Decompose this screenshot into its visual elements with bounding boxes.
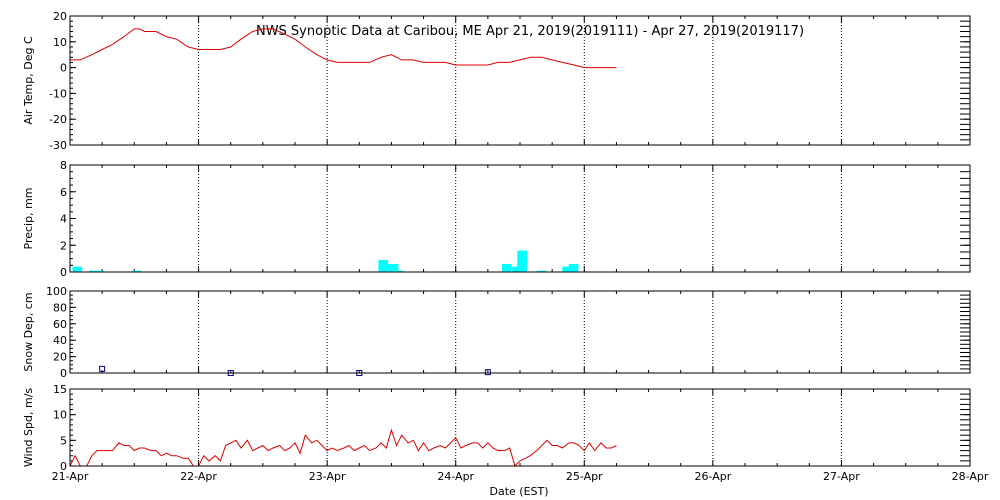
y-tick-label: -10 <box>49 87 67 100</box>
y-tick-label: 20 <box>53 10 67 23</box>
x-tick-label: 27-Apr <box>823 470 860 483</box>
y-tick-label: 5 <box>60 434 67 447</box>
x-tick-label: 22-Apr <box>180 470 217 483</box>
precip-bar <box>562 266 572 272</box>
precip-bar <box>536 270 547 272</box>
precip-bar <box>501 263 512 272</box>
wind-speed-panel: 0 5 10 15 Wind Spd, m/s <box>22 383 971 473</box>
y-axis-label: Wind Spd, m/s <box>22 388 35 468</box>
snow-depth-panel: 0 20 40 60 80 100 Snow Dep, cm <box>22 285 971 380</box>
y-tick-label: 40 <box>53 334 67 347</box>
x-tick-label: 25-Apr <box>566 470 603 483</box>
chart-title: NWS Synoptic Data at Caribou, ME Apr 21,… <box>256 24 804 39</box>
y-tick-label: 80 <box>53 301 67 314</box>
x-tick-label: 28-Apr <box>952 470 989 483</box>
air-temp-series-line <box>70 28 617 69</box>
y-tick-label: 10 <box>53 409 67 422</box>
y-tick-label: 6 <box>60 186 67 199</box>
y-tick-label: 10 <box>53 36 67 49</box>
y-tick-label: -30 <box>49 139 67 152</box>
panel-frame <box>69 290 971 374</box>
x-tick-label: 23-Apr <box>309 470 346 483</box>
precip-bar <box>388 263 399 272</box>
panels: -30 -20 -10 0 10 20 Air Temp, Deg C 0 2 4 6 8 Precip… <box>22 10 971 473</box>
x-tick-labels: 21-Apr 22-Apr 23-Apr 24-Apr 25-Apr 26-Apr 27-A… <box>52 470 989 483</box>
x-axis-label: Date (EST) <box>489 485 548 498</box>
y-tick-label: -20 <box>49 113 67 126</box>
precip-bar <box>72 266 83 272</box>
y-tick-label: 0 <box>60 266 67 279</box>
x-tick-label: 21-Apr <box>52 470 89 483</box>
snow-depth-point <box>484 369 491 376</box>
panel-frame <box>69 164 971 273</box>
x-tick-label: 26-Apr <box>694 470 731 483</box>
precip-bar <box>568 263 579 272</box>
y-axis-label: Air Temp, Deg C <box>22 36 35 125</box>
y-tick-label: 20 <box>53 351 67 364</box>
y-tick-label: 15 <box>53 383 67 396</box>
precip-panel: 0 2 4 6 8 Precip, mm <box>22 159 971 279</box>
y-tick-label: 100 <box>46 285 67 298</box>
y-axis-label: Precip, mm <box>22 188 35 250</box>
panel-frame <box>69 388 971 467</box>
y-tick-label: 0 <box>60 62 67 75</box>
y-axis-label: Snow Dep, cm <box>22 292 35 371</box>
y-tick-label: 8 <box>60 159 67 172</box>
precip-bar <box>131 270 142 272</box>
precip-bar <box>383 263 394 272</box>
wind-speed-series-line <box>69 428 617 467</box>
snow-depth-point <box>99 365 106 372</box>
y-tick-label: 60 <box>53 318 67 331</box>
precip-bar <box>393 270 404 272</box>
y-tick-label: 0 <box>60 460 67 473</box>
precip-bar <box>512 266 522 272</box>
precip-bar <box>94 270 104 272</box>
air-temp-panel: -30 -20 -10 0 10 20 Air Temp, Deg C <box>22 10 971 152</box>
y-tick-label: 4 <box>60 213 67 226</box>
precip-bar <box>89 270 99 272</box>
precip-bar <box>378 259 389 272</box>
y-tick-label: 0 <box>60 367 67 380</box>
panel-frame <box>69 15 971 146</box>
y-tick-label: 2 <box>60 239 67 252</box>
x-tick-label: 24-Apr <box>437 470 474 483</box>
precip-bar <box>517 250 527 272</box>
